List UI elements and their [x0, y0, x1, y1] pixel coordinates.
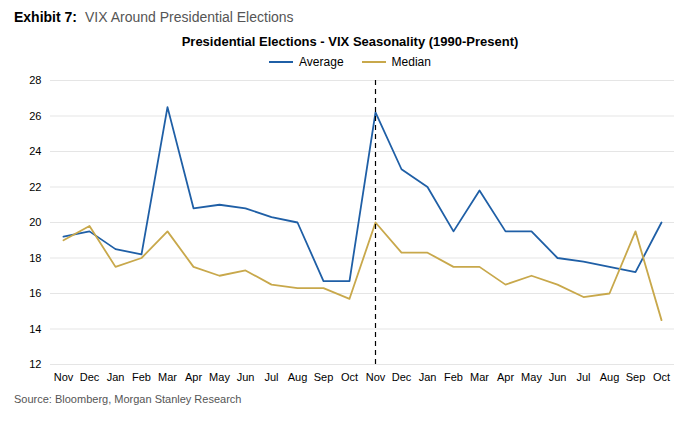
svg-text:Mar: Mar: [470, 371, 489, 383]
svg-text:26: 26: [29, 110, 41, 122]
svg-text:14: 14: [29, 323, 41, 335]
svg-text:16: 16: [29, 287, 41, 299]
svg-text:May: May: [209, 371, 230, 383]
svg-text:Dec: Dec: [392, 371, 412, 383]
svg-text:Nov: Nov: [366, 371, 386, 383]
svg-text:18: 18: [29, 252, 41, 264]
svg-text:Jul: Jul: [264, 371, 278, 383]
svg-text:Oct: Oct: [653, 371, 670, 383]
svg-text:Jul: Jul: [576, 371, 590, 383]
svg-text:Jun: Jun: [549, 371, 567, 383]
svg-text:Nov: Nov: [54, 371, 74, 383]
svg-text:Feb: Feb: [132, 371, 151, 383]
svg-text:22: 22: [29, 181, 41, 193]
html-text:Average: Average: [299, 55, 344, 69]
svg-text:Jan: Jan: [419, 371, 437, 383]
html-text:Exhibit 7:: Exhibit 7:: [14, 9, 77, 25]
svg-text:Apr: Apr: [185, 371, 202, 383]
svg-text:Sep: Sep: [626, 371, 646, 383]
svg-text:28: 28: [29, 74, 41, 86]
svg-text:May: May: [521, 371, 542, 383]
svg-text:Feb: Feb: [444, 371, 463, 383]
svg-text:Aug: Aug: [288, 371, 308, 383]
html-text:Median: Median: [391, 55, 431, 69]
html-text:Source: Bloomberg, Morgan Stan: Source: Bloomberg, Morgan Stanley Resear…: [14, 393, 242, 405]
svg-text:12: 12: [29, 358, 41, 370]
svg-text:Aug: Aug: [600, 371, 620, 383]
html-text:Presidential Elections - VIX S: Presidential Elections - VIX Seasonality…: [181, 34, 519, 49]
svg-text:Jan: Jan: [107, 371, 125, 383]
svg-text:Mar: Mar: [158, 371, 177, 383]
svg-text:20: 20: [29, 216, 41, 228]
svg-text:24: 24: [29, 145, 41, 157]
svg-text:Apr: Apr: [497, 371, 514, 383]
svg-text:Jun: Jun: [237, 371, 255, 383]
svg-text:Oct: Oct: [341, 371, 358, 383]
html-text:VIX Around Presidential Electi: VIX Around Presidential Elections: [85, 9, 294, 25]
svg-text:Dec: Dec: [80, 371, 100, 383]
svg-text:Sep: Sep: [314, 371, 334, 383]
